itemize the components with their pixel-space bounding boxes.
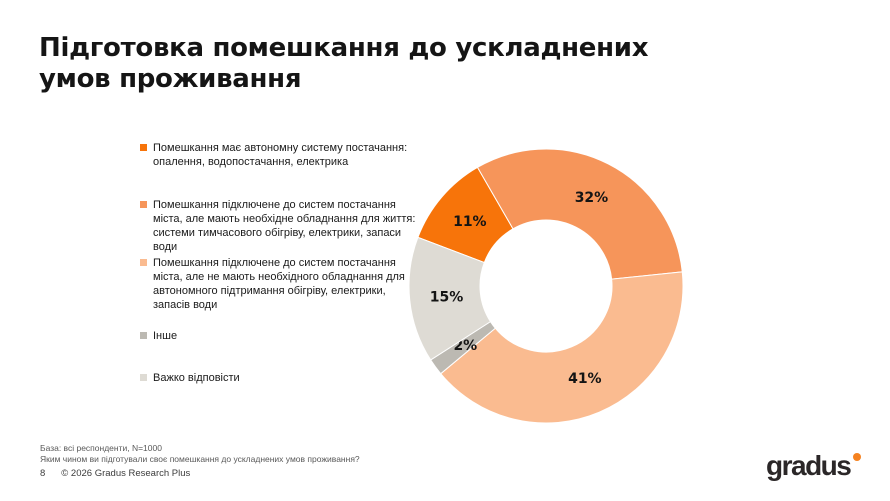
donut-chart: 11%32%41%2%15% (408, 148, 684, 424)
slide-title: Підготовка помешкання до ускладнених умо… (39, 33, 649, 94)
legend-swatch (140, 259, 147, 266)
slice-value-label: 11% (453, 214, 487, 230)
legend-label: Важко відповісти (153, 372, 240, 384)
slice-value-label: 15% (430, 289, 464, 305)
donut-slice (408, 236, 492, 361)
legend-item-hard-to-answer: Важко відповісти (140, 371, 422, 385)
page-footer: 8 © 2026 Gradus Research Plus (40, 468, 190, 479)
legend-item-connected-equipped: Помешкання підключене до систем постачан… (140, 198, 422, 254)
footnote-question: Яким чином ви підготували своє помешканн… (40, 454, 360, 464)
legend-swatch (140, 144, 147, 151)
legend-label: Помешкання підключене до систем постачан… (153, 199, 416, 253)
slice-value-label: 41% (568, 371, 602, 387)
legend-swatch (140, 201, 147, 208)
donut-slice (476, 148, 683, 280)
slice-value-label: 32% (575, 190, 609, 206)
footnote-base: База: всі респонденти, N=1000 (40, 443, 162, 453)
legend-swatch (140, 374, 147, 381)
legend-label: Інше (153, 330, 178, 342)
legend-item-other: Інше (140, 329, 422, 343)
footnote: База: всі респонденти, N=1000 Яким чином… (40, 443, 360, 465)
gradus-logo: gradus (766, 450, 862, 482)
legend-label: Помешкання має автономну систему постача… (153, 142, 408, 168)
logo-dot-icon (853, 453, 862, 461)
legend-label: Помешкання підключене до систем постачан… (153, 257, 405, 311)
donut-chart-area: 11% 32% 41% 2% 15% (396, 136, 696, 436)
legend-item-connected-unequipped: Помешкання підключене до систем постачан… (140, 256, 422, 312)
donut-slice (440, 271, 684, 424)
page-number: 8 (40, 468, 46, 479)
copyright-text: © 2026 Gradus Research Plus (61, 468, 191, 479)
legend-item-autonomous: Помешкання має автономну систему постача… (140, 141, 422, 169)
legend-swatch (140, 332, 147, 339)
logo-text: gradus (766, 450, 852, 481)
